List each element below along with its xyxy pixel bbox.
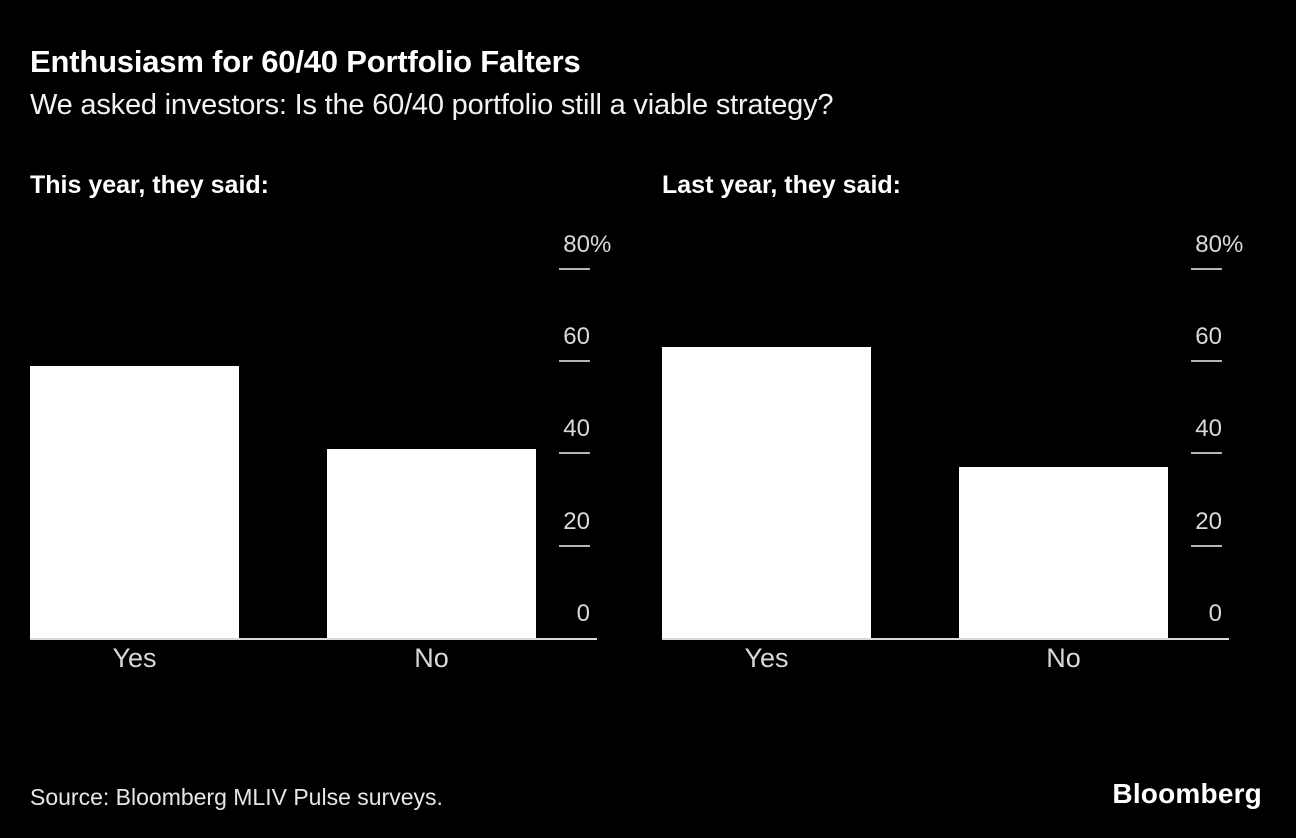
percent-sign: % (1222, 230, 1244, 258)
bar-yes (30, 365, 239, 638)
plot-last-year: Yes No 0 20 40 60 80% (662, 220, 1246, 673)
bar-no (959, 467, 1168, 638)
y-tick-label-40: 40 (563, 415, 590, 443)
category-label-no: No (414, 643, 449, 673)
chart-subtitle: We asked investors: Is the 60/40 portfol… (30, 89, 834, 121)
y-tick-mark-80 (1191, 267, 1222, 270)
y-tick-mark-40 (1191, 452, 1222, 455)
panel-last-year-heading: Last year, they said: (662, 171, 902, 199)
y-tick-label-60: 60 (563, 323, 590, 351)
x-axis-line (662, 638, 1229, 640)
chart-title: Enthusiasm for 60/40 Portfolio Falters (30, 44, 581, 79)
bar-no (327, 448, 536, 638)
y-tick-label-40: 40 (1195, 415, 1222, 443)
percent-sign: % (590, 230, 612, 258)
category-label-yes: Yes (112, 643, 157, 673)
y-tick-mark-60 (559, 360, 590, 363)
category-label-no: No (1046, 643, 1081, 673)
y-tick-label-0: 0 (576, 600, 590, 627)
y-tick-number: 80 (1195, 230, 1222, 258)
y-tick-label-0: 0 (1208, 600, 1222, 627)
y-tick-mark-20 (559, 544, 590, 547)
y-tick-label-80: 80% (563, 230, 611, 258)
y-tick-label-20: 20 (563, 507, 590, 535)
plot-this-year: Yes No 0 20 40 60 80% (30, 220, 614, 673)
y-tick-label-60: 60 (1195, 323, 1222, 351)
source-note: Source: Bloomberg MLIV Pulse surveys. (30, 784, 443, 810)
bloomberg-logo: Bloomberg (1112, 778, 1262, 809)
y-tick-mark-20 (1191, 544, 1222, 547)
y-tick-mark-80 (559, 267, 590, 270)
y-tick-label-80: 80% (1195, 230, 1243, 258)
y-tick-mark-60 (1191, 360, 1222, 363)
y-tick-mark-40 (559, 452, 590, 455)
panel-this-year: This year, they said: Yes No 0 20 40 60 80% (30, 170, 614, 673)
panel-last-year: Last year, they said: Yes No 0 20 40 60 80% (662, 170, 1246, 673)
bar-yes (662, 347, 871, 638)
x-axis-line (30, 638, 597, 640)
panel-this-year-heading: This year, they said: (30, 171, 269, 199)
category-label-yes: Yes (744, 643, 789, 673)
y-tick-label-20: 20 (1195, 507, 1222, 535)
y-tick-number: 80 (563, 230, 590, 258)
